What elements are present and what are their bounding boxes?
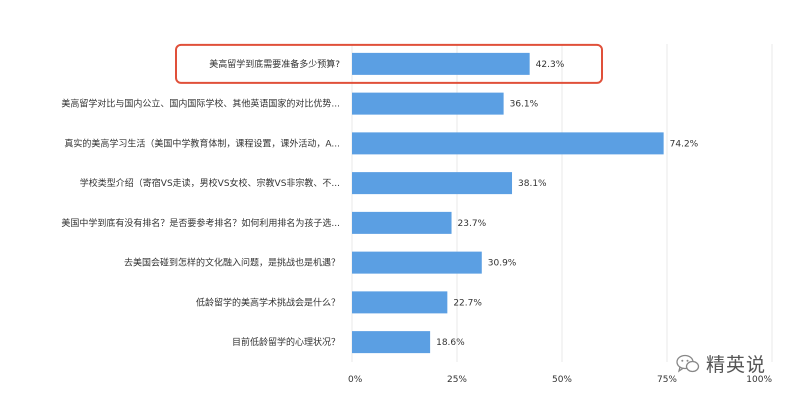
- wechat-icon: [676, 354, 700, 372]
- x-tick-label: 75%: [657, 375, 677, 385]
- value-label: 36.1%: [510, 100, 539, 110]
- value-label: 74.2%: [670, 139, 699, 149]
- category-label: 美高留学到底需要准备多少预算?: [209, 58, 340, 70]
- value-label: 42.3%: [536, 60, 565, 70]
- value-label: 30.9%: [488, 259, 517, 269]
- bar: [352, 211, 452, 234]
- bar: [352, 291, 448, 314]
- highlight-box-outline: [175, 43, 603, 84]
- x-axis-ticks: 0% 25% 50% 75% 100%: [348, 375, 772, 385]
- gridlines: [351, 44, 773, 362]
- bar: [352, 132, 664, 155]
- category-label: 美高留学对比与国内公立、国内国际学校、其他英语国家的对比优势...: [61, 98, 340, 110]
- value-label: 22.7%: [453, 298, 482, 308]
- x-tick-label: 50%: [552, 375, 572, 385]
- bar: [352, 172, 513, 195]
- category-label: 真实的美高学习生活（美国中学教育体制，课程设置，课外活动，A...: [64, 137, 340, 149]
- x-tick-label: 100%: [746, 375, 772, 385]
- bar: [352, 331, 431, 354]
- watermark: 精英说: [676, 350, 766, 377]
- watermark-text: 精英说: [706, 354, 767, 376]
- category-label: 美国中学到底有没有排名？是否要参考排名？如何利用排名为孩子选...: [61, 217, 340, 229]
- value-label: 38.1%: [518, 179, 547, 189]
- category-label: 目前低龄留学的心理状况？: [232, 336, 340, 348]
- value-labels: 42.3% 36.1% 74.2% 38.1% 23.7% 30.9% 22.7% 18.6%: [436, 60, 699, 348]
- category-label: 低龄留学的美高学术挑战会是什么？: [196, 296, 340, 308]
- value-label: 18.6%: [436, 338, 465, 348]
- x-tick-label: 0%: [348, 375, 363, 385]
- value-label: 23.7%: [458, 219, 487, 229]
- x-tick-label: 25%: [447, 375, 467, 385]
- bar: [352, 52, 530, 75]
- bar: [352, 92, 504, 115]
- bar: [352, 251, 482, 274]
- bars: [352, 52, 664, 354]
- category-label: 学校类型介绍（寄宿VS走读，男校VS女校、宗教VS非宗教、不...: [80, 177, 340, 189]
- highlight-box: [175, 43, 603, 84]
- category-label: 去美国会碰到怎样的文化融入问题，是挑战也是机遇？: [124, 257, 340, 269]
- category-labels: 美高留学到底需要准备多少预算? 美高留学对比与国内公立、国内国际学校、其他英语国家…: [61, 58, 340, 348]
